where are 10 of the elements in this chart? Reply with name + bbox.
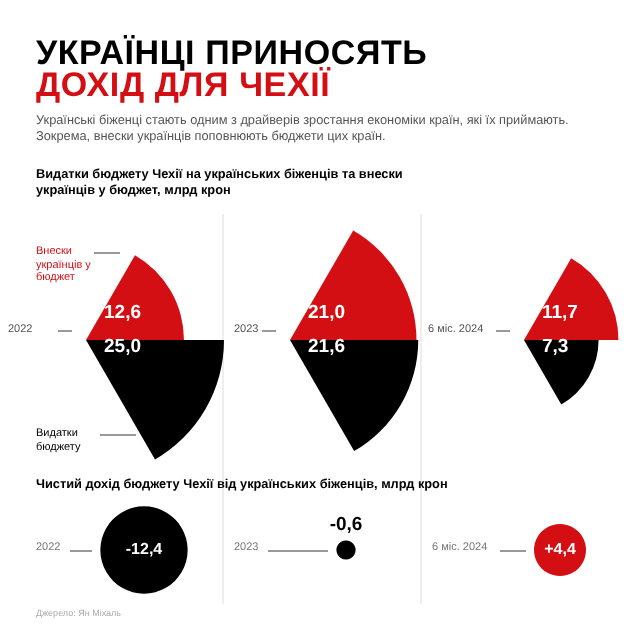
data-label: 21,0 xyxy=(308,302,345,324)
data-label: -0,6 xyxy=(327,514,365,537)
data-label: 21,6 xyxy=(308,336,345,358)
data-label: +4,4 xyxy=(542,540,578,558)
data-label: -12,4 xyxy=(123,540,165,558)
data-label: 11,7 xyxy=(542,302,578,324)
text: УКРАЇНЦІ ПРИНОСЯТЬ ДОХІД ДЛЯ ЧЕХІЇ xyxy=(36,34,428,104)
data-label: 7,3 xyxy=(542,336,569,358)
data-label: 12,6 xyxy=(104,302,141,324)
data-label: 25,0 xyxy=(104,336,141,358)
